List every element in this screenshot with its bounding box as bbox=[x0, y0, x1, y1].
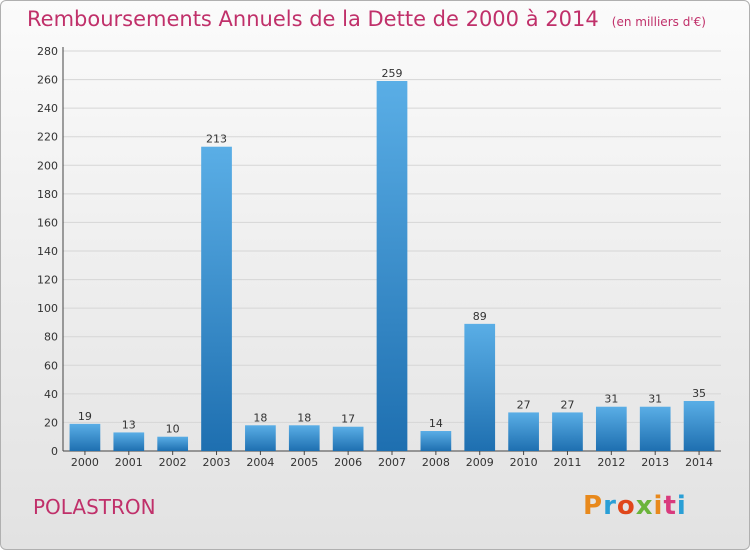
y-tick-label: 80 bbox=[44, 331, 58, 344]
data-label: 27 bbox=[560, 398, 574, 411]
y-tick-label: 40 bbox=[44, 388, 58, 401]
data-label: 13 bbox=[122, 418, 136, 431]
x-tick-label: 2013 bbox=[641, 456, 669, 469]
bar bbox=[69, 423, 101, 451]
logo-letter: x bbox=[635, 491, 654, 521]
x-tick-label: 2010 bbox=[510, 456, 538, 469]
logo-letter: o bbox=[616, 491, 636, 521]
y-tick-label: 120 bbox=[37, 274, 58, 287]
x-tick-label: 2007 bbox=[378, 456, 406, 469]
data-label: 17 bbox=[341, 413, 355, 426]
y-tick-label: 60 bbox=[44, 359, 58, 372]
bar bbox=[508, 412, 539, 451]
bar bbox=[683, 401, 715, 451]
bar bbox=[245, 425, 276, 451]
data-label: 18 bbox=[297, 411, 311, 424]
bar bbox=[332, 426, 364, 451]
data-label: 27 bbox=[517, 398, 531, 411]
logo-letter: i bbox=[676, 491, 687, 521]
x-tick-label: 2005 bbox=[290, 456, 318, 469]
x-tick-label: 2003 bbox=[203, 456, 231, 469]
y-tick-label: 180 bbox=[37, 188, 58, 201]
y-tick-label: 240 bbox=[37, 102, 58, 115]
y-tick-label: 20 bbox=[44, 416, 58, 429]
logo-letter: P bbox=[583, 491, 604, 521]
data-label: 31 bbox=[604, 393, 618, 406]
y-tick-label: 100 bbox=[37, 302, 58, 315]
proxiti-logo: Proxiti bbox=[583, 491, 687, 521]
bar bbox=[376, 81, 408, 451]
x-tick-label: 2012 bbox=[597, 456, 625, 469]
chart-unit: (en milliers d'€) bbox=[611, 15, 706, 29]
x-tick-label: 2001 bbox=[115, 456, 143, 469]
y-tick-label: 200 bbox=[37, 159, 58, 172]
chart-title-main: Remboursements Annuels de la Dette de 20… bbox=[27, 7, 599, 31]
bar bbox=[113, 432, 145, 451]
commune-name: POLASTRON bbox=[33, 495, 156, 519]
bar bbox=[552, 412, 583, 451]
logo-letter: t bbox=[663, 491, 677, 521]
chart-title: Remboursements Annuels de la Dette de 20… bbox=[27, 7, 706, 31]
bar bbox=[595, 406, 627, 451]
x-tick-label: 2009 bbox=[466, 456, 494, 469]
data-label: 18 bbox=[253, 411, 267, 424]
bar bbox=[464, 323, 496, 451]
x-tick-label: 2004 bbox=[246, 456, 274, 469]
x-tick-label: 2011 bbox=[553, 456, 581, 469]
y-tick-label: 160 bbox=[37, 216, 58, 229]
data-label: 31 bbox=[648, 393, 662, 406]
bar bbox=[157, 436, 189, 451]
y-tick-label: 0 bbox=[51, 445, 58, 458]
data-label: 213 bbox=[206, 133, 227, 146]
y-tick-label: 140 bbox=[37, 245, 58, 258]
y-tick-label: 280 bbox=[37, 45, 58, 58]
y-tick-label: 260 bbox=[37, 74, 58, 87]
x-tick-label: 2006 bbox=[334, 456, 362, 469]
data-label: 14 bbox=[429, 417, 443, 430]
data-label: 89 bbox=[473, 310, 487, 323]
x-tick-label: 2002 bbox=[159, 456, 187, 469]
data-label: 10 bbox=[166, 423, 180, 436]
bar bbox=[639, 406, 671, 451]
x-tick-label: 2000 bbox=[71, 456, 99, 469]
bar bbox=[288, 425, 320, 451]
bar bbox=[420, 431, 452, 451]
x-tick-label: 2014 bbox=[685, 456, 713, 469]
data-label: 35 bbox=[692, 387, 706, 400]
logo-letter: r bbox=[603, 491, 617, 521]
y-tick-label: 220 bbox=[37, 131, 58, 144]
data-label: 259 bbox=[382, 67, 403, 80]
x-tick-label: 2008 bbox=[422, 456, 450, 469]
data-label: 19 bbox=[78, 410, 92, 423]
logo-letter: i bbox=[653, 491, 664, 521]
bar bbox=[201, 146, 232, 451]
